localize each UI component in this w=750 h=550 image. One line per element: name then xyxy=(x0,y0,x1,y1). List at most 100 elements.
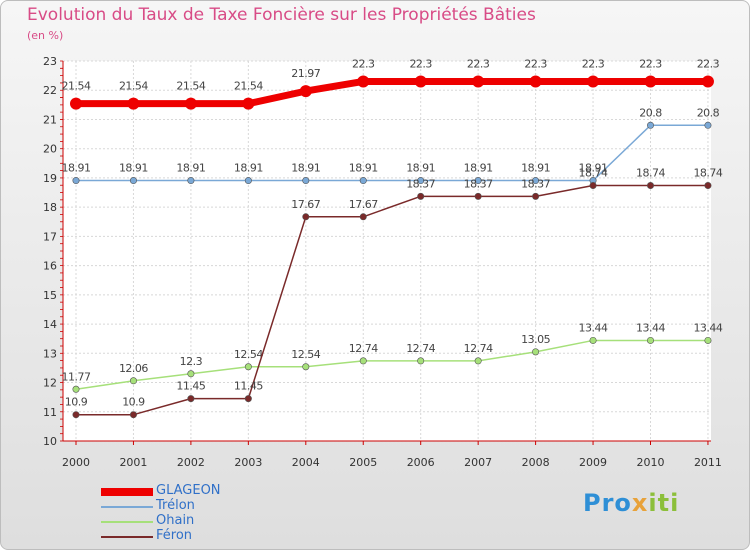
data-label: 12.74 xyxy=(349,342,378,355)
x-tick-label: 2001 xyxy=(119,456,147,469)
data-point xyxy=(357,75,370,88)
data-label: 18.37 xyxy=(521,177,550,190)
data-point xyxy=(359,177,367,185)
chart-title: Evolution du Taux de Taxe Foncière sur l… xyxy=(27,5,536,25)
x-tick-label: 2003 xyxy=(234,456,262,469)
data-point xyxy=(589,336,597,344)
legend-label: Féron xyxy=(156,528,193,543)
data-label: 11.77 xyxy=(62,370,91,383)
data-label: 12.54 xyxy=(234,348,263,361)
y-tick-label: 22 xyxy=(43,84,57,97)
series-line xyxy=(75,339,708,391)
proxiti-logo: Proxiti xyxy=(583,489,679,517)
data-label: 20.8 xyxy=(639,106,662,119)
data-point xyxy=(184,97,197,110)
logo-part-2: x xyxy=(631,489,649,517)
data-label: 11.45 xyxy=(234,380,263,393)
data-label: 18.37 xyxy=(406,177,435,190)
data-point xyxy=(532,177,540,185)
data-point xyxy=(417,177,425,185)
data-point xyxy=(529,75,542,88)
data-point xyxy=(474,192,482,200)
data-label: 22.3 xyxy=(582,57,605,70)
data-label: 17.67 xyxy=(349,198,378,211)
data-label: 22.3 xyxy=(524,57,547,70)
data-point xyxy=(359,213,367,221)
data-point xyxy=(127,97,140,110)
series-trélon: 18.91 18.91 18.91 18.91 18.91 18.91 18.91 18.91… xyxy=(62,106,720,185)
data-label: 18.74 xyxy=(579,167,608,180)
data-point xyxy=(244,395,252,403)
data-label: 18.91 xyxy=(234,162,263,175)
legend-swatch xyxy=(101,536,153,538)
logo-part-1: Pro xyxy=(583,489,632,517)
data-point xyxy=(72,385,80,393)
data-label: 22.3 xyxy=(409,57,432,70)
data-label: 18.91 xyxy=(406,162,435,175)
data-label: 22.3 xyxy=(467,57,490,70)
data-point xyxy=(72,177,80,185)
data-label: 12.74 xyxy=(406,342,435,355)
data-point xyxy=(532,348,540,356)
x-tick-label: 2009 xyxy=(579,456,607,469)
data-label: 21.54 xyxy=(176,80,205,93)
legend: GLAGEON Trélon Ohain Féron xyxy=(101,483,301,545)
data-point xyxy=(704,182,712,190)
data-point xyxy=(187,177,195,185)
data-label: 13.44 xyxy=(636,321,665,334)
y-axis-unit: (en %) xyxy=(27,29,64,42)
x-tick-label: 2010 xyxy=(637,456,665,469)
data-label: 12.06 xyxy=(119,362,148,375)
data-point xyxy=(414,75,427,88)
data-point xyxy=(646,121,654,129)
data-point xyxy=(587,75,600,88)
data-label: 18.37 xyxy=(464,177,493,190)
data-point xyxy=(589,182,597,190)
y-tick-label: 10 xyxy=(43,435,57,448)
data-point xyxy=(646,336,654,344)
data-point xyxy=(242,97,255,110)
data-point xyxy=(129,177,137,185)
data-label: 21.54 xyxy=(62,80,91,93)
legend-item-glageon: GLAGEON xyxy=(101,483,301,500)
legend-item-ohain: Ohain xyxy=(101,513,301,530)
y-tick-label: 15 xyxy=(43,289,57,302)
data-label: 18.91 xyxy=(62,162,91,175)
y-tick-label: 14 xyxy=(43,318,57,331)
data-label: 18.74 xyxy=(636,167,665,180)
x-tick-label: 2005 xyxy=(349,456,377,469)
data-point xyxy=(417,192,425,200)
y-tick-label: 12 xyxy=(43,377,57,390)
legend-label: GLAGEON xyxy=(156,483,221,498)
data-point xyxy=(302,177,310,185)
data-label: 18.91 xyxy=(579,162,608,175)
data-label: 18.91 xyxy=(119,162,148,175)
y-tick-label: 11 xyxy=(43,406,57,419)
data-point xyxy=(129,411,137,419)
data-label: 11.45 xyxy=(176,380,205,393)
data-point xyxy=(474,357,482,365)
data-point xyxy=(129,377,137,385)
data-point xyxy=(644,75,657,88)
data-label: 21.54 xyxy=(119,80,148,93)
x-tick-label: 2002 xyxy=(177,456,205,469)
x-tick-label: 2011 xyxy=(694,456,722,469)
data-label: 10.9 xyxy=(65,396,88,409)
y-tick-label: 21 xyxy=(43,113,57,126)
data-point xyxy=(72,411,80,419)
data-label: 18.91 xyxy=(349,162,378,175)
legend-swatch xyxy=(101,521,153,523)
data-label: 10.9 xyxy=(122,396,145,409)
data-point xyxy=(244,363,252,371)
data-label: 22.3 xyxy=(352,57,375,70)
data-label: 18.91 xyxy=(464,162,493,175)
y-tick-label: 18 xyxy=(43,201,57,214)
y-tick-label: 19 xyxy=(43,172,57,185)
data-point xyxy=(187,395,195,403)
data-point xyxy=(299,85,312,98)
data-point xyxy=(302,213,310,221)
series-line xyxy=(76,124,708,182)
series-glageon: 21.54 21.54 21.54 21.54 21.97 22.3 22.3 22.3 22.… xyxy=(62,57,720,110)
data-point xyxy=(532,192,540,200)
